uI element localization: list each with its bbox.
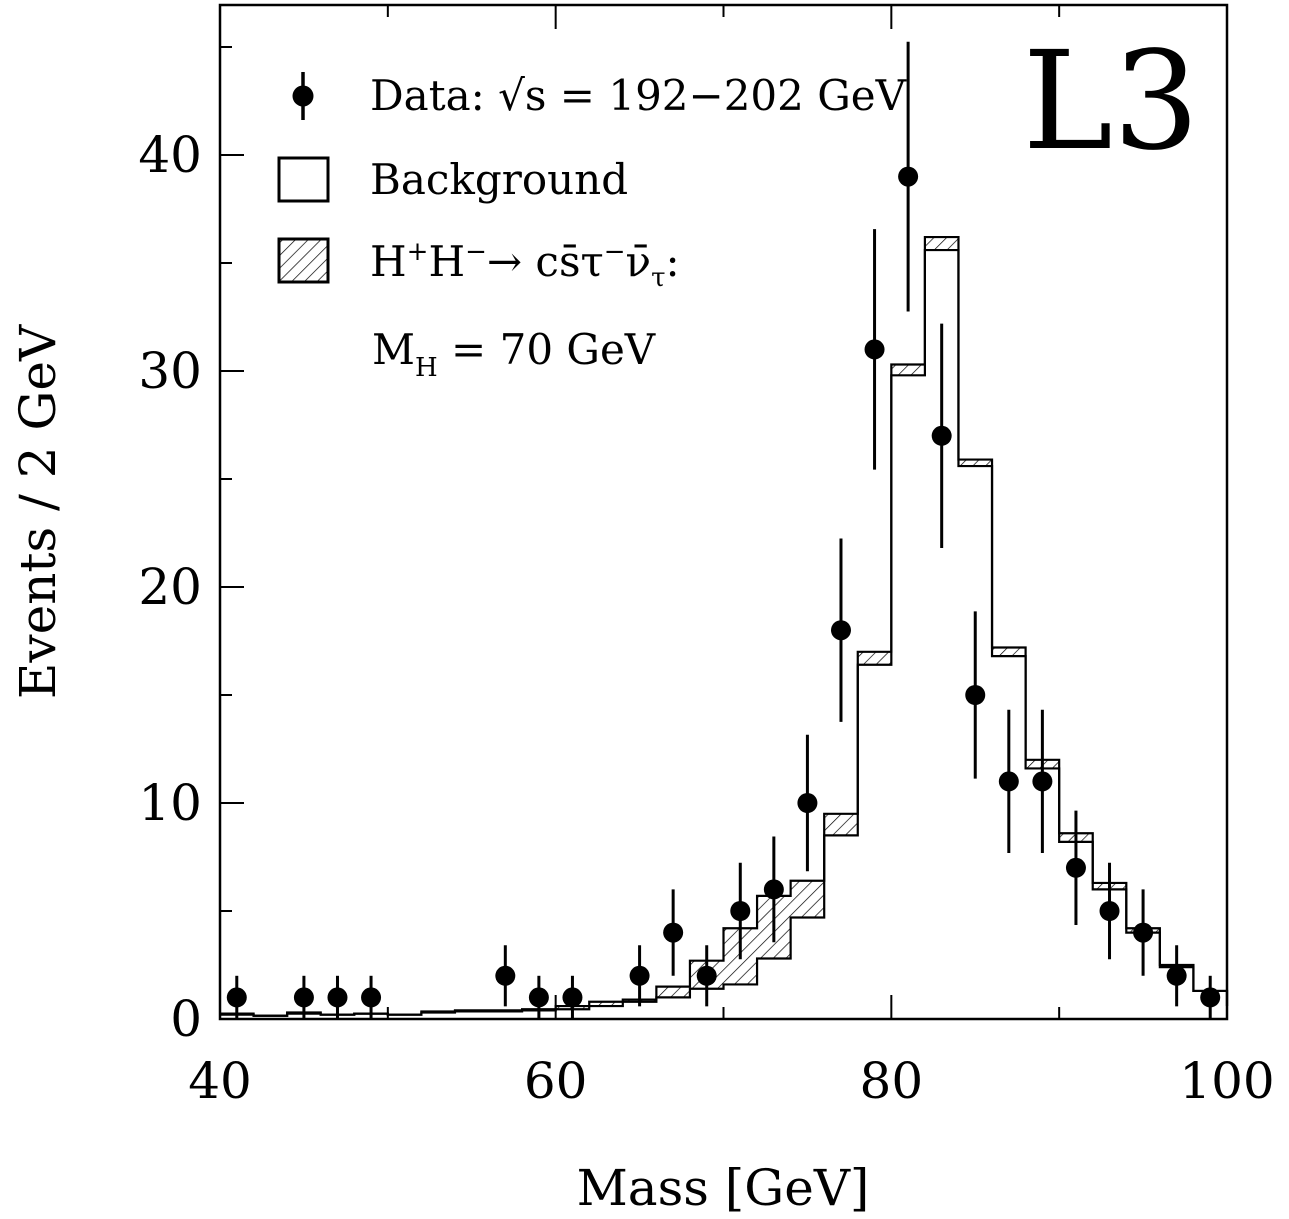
x-tick-label: 60 — [524, 1052, 588, 1110]
data-marker — [696, 965, 717, 986]
data-marker — [629, 965, 650, 986]
data-point — [1166, 945, 1187, 1007]
axis-tick-labels: 40 60 80 100 0 10 20 30 40 — [138, 126, 1274, 1110]
x-axis-label: Mass [GeV] — [577, 1159, 870, 1217]
signal-bin — [790, 880, 825, 918]
y-tick-label: 0 — [170, 990, 202, 1048]
data-marker — [361, 987, 382, 1008]
data-marker — [226, 987, 247, 1008]
y-tick-label: 10 — [138, 774, 202, 832]
data-point — [1065, 810, 1086, 925]
legend-data-marker — [292, 72, 314, 120]
data-point — [528, 975, 549, 1019]
axis-ticks — [219, 5, 1228, 1020]
data-point — [730, 862, 751, 960]
signal-bin — [924, 237, 959, 251]
signal-bin — [992, 647, 1026, 657]
data-marker — [965, 685, 986, 705]
data-marker — [562, 987, 583, 1008]
data-marker — [763, 879, 784, 900]
data-marker — [1200, 987, 1221, 1008]
signal-hatched-region — [220, 237, 1194, 1015]
data-marker — [931, 425, 952, 446]
data-point — [1133, 889, 1154, 976]
data-marker — [327, 987, 348, 1008]
legend-signal-swatch — [277, 237, 330, 284]
signal-bin — [589, 1001, 623, 1007]
data-marker — [730, 901, 751, 921]
data-marker — [830, 620, 851, 641]
signal-bin — [958, 459, 993, 467]
legend-signal-label: H+H−→ cs̄τ−ν̄τ: — [370, 237, 680, 293]
y-tick-label: 20 — [138, 558, 202, 616]
data-marker — [898, 166, 919, 187]
data-marker — [293, 987, 314, 1008]
data-point — [293, 975, 314, 1019]
data-marker — [1099, 901, 1120, 921]
data-point — [361, 975, 382, 1019]
data-point — [327, 975, 348, 1019]
data-point — [1032, 709, 1053, 854]
legend-background-swatch — [277, 156, 330, 203]
data-marker — [528, 987, 549, 1008]
data-point — [696, 945, 717, 1007]
data-point — [226, 975, 247, 1019]
data-point — [797, 734, 818, 872]
signal-bin — [891, 364, 925, 376]
x-tick-label: 80 — [860, 1052, 924, 1110]
data-point — [1200, 975, 1221, 1019]
data-marker — [1065, 857, 1086, 878]
signal-bin — [857, 651, 892, 665]
x-tick-label: 100 — [1179, 1052, 1274, 1110]
data-point — [495, 945, 516, 1007]
y-tick-label: 40 — [138, 126, 202, 184]
data-point — [1099, 862, 1120, 960]
data-point — [830, 538, 851, 722]
data-point — [663, 889, 684, 976]
legend-background-label: Background — [370, 155, 628, 204]
experiment-label: L3 — [1023, 23, 1200, 181]
data-point — [562, 975, 583, 1019]
signal-bin — [656, 986, 690, 998]
data-points — [226, 41, 1221, 1019]
data-marker — [797, 793, 818, 813]
data-point — [864, 229, 885, 470]
legend: Data: √s = 192−202 GeV Background H+H−→ … — [277, 71, 907, 383]
data-point — [898, 41, 919, 312]
y-axis-label: Events / 2 GeV — [9, 324, 67, 699]
signal-bin — [824, 813, 858, 836]
data-marker — [864, 339, 885, 360]
data-marker — [663, 922, 684, 943]
data-point — [931, 323, 952, 549]
x-tick-label: 40 — [188, 1052, 252, 1110]
data-marker — [495, 965, 516, 986]
data-marker — [1032, 771, 1053, 792]
data-point — [763, 836, 784, 943]
y-tick-label: 30 — [138, 342, 202, 400]
legend-mass-label: MH = 70 GeV — [372, 325, 656, 383]
data-marker — [1133, 922, 1154, 943]
data-marker — [1166, 965, 1187, 986]
legend-data-label: Data: √s = 192−202 GeV — [370, 71, 907, 120]
data-point — [965, 611, 986, 779]
data-marker — [998, 771, 1019, 792]
data-point — [998, 709, 1019, 854]
data-point — [629, 945, 650, 1007]
